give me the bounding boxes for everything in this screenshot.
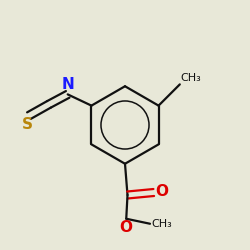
Text: O: O xyxy=(155,184,168,200)
Text: S: S xyxy=(22,117,32,132)
Text: CH₃: CH₃ xyxy=(180,73,201,83)
Text: CH₃: CH₃ xyxy=(151,219,172,229)
Text: O: O xyxy=(120,220,133,235)
Text: N: N xyxy=(62,77,74,92)
